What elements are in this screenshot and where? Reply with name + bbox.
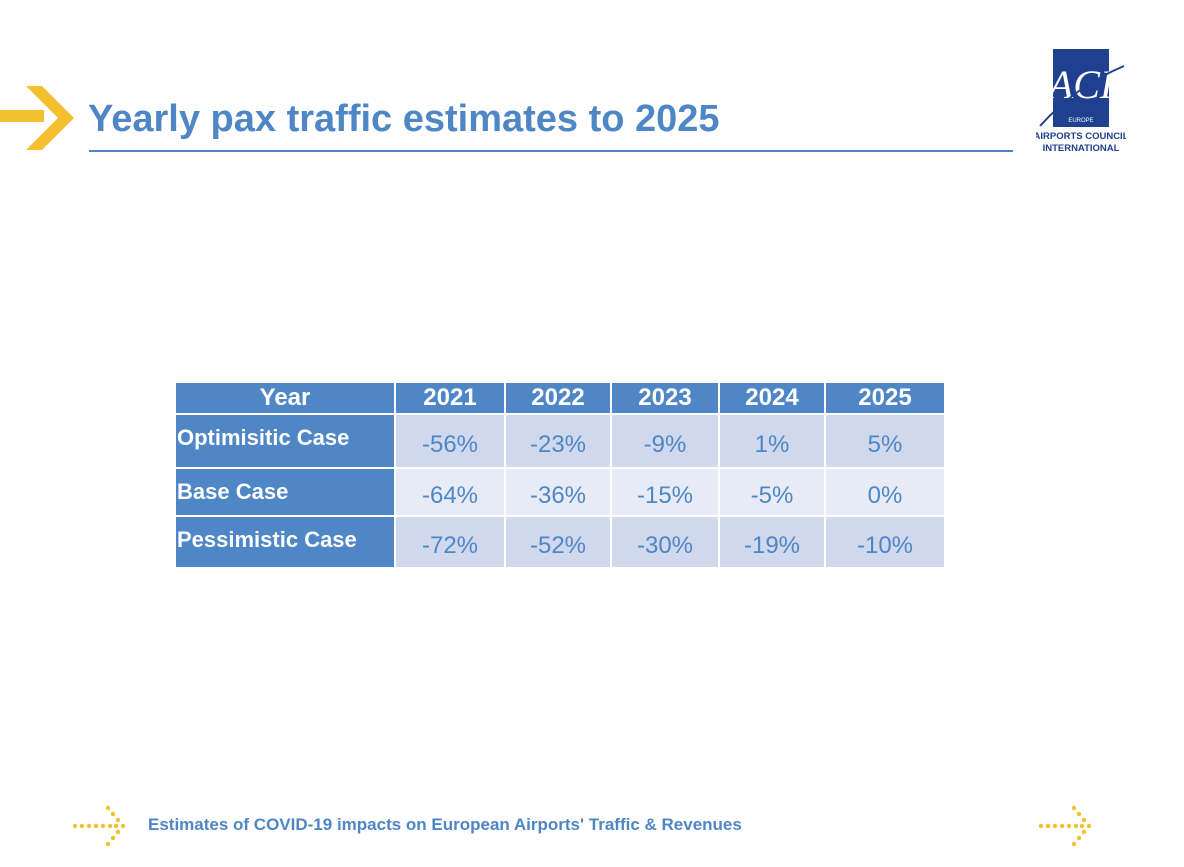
row-label: Base Case (174, 467, 396, 517)
header-cell: Year (174, 381, 396, 415)
title-underline (89, 150, 1013, 152)
traffic-estimates-table: Year 2021 2022 2023 2024 2025 Optimisiti… (174, 381, 946, 569)
header-cell: 2023 (610, 381, 720, 415)
dotted-arrow-icon (1038, 805, 1092, 847)
table-cell: -56% (394, 413, 506, 469)
table-cell: -5% (718, 467, 826, 517)
table-cell: -23% (504, 413, 612, 469)
table-cell: -72% (394, 515, 506, 569)
table-row: Pessimistic Case -72% -52% -30% -19% -10… (174, 515, 946, 569)
table-cell: -15% (610, 467, 720, 517)
table-cell: -9% (610, 413, 720, 469)
header-cell: 2022 (504, 381, 612, 415)
logo-mark: ACI (1046, 62, 1115, 107)
logo-line1: AIRPORTS COUNCIL (1036, 131, 1126, 142)
table-cell: -19% (718, 515, 826, 569)
footer-caption: Estimates of COVID-19 impacts on Europea… (148, 815, 742, 834)
header-cell: 2024 (718, 381, 826, 415)
chevron-arrow-icon (0, 86, 74, 150)
header-cell: 2021 (394, 381, 506, 415)
table-cell: -64% (394, 467, 506, 517)
aci-europe-logo: ACI EUROPE AIRPORTS COUNCIL INTERNATIONA… (1036, 49, 1126, 154)
dotted-arrow-icon (72, 805, 126, 847)
table-cell: -52% (504, 515, 612, 569)
table-header-row: Year 2021 2022 2023 2024 2025 (174, 381, 946, 415)
table-cell: 0% (824, 467, 946, 517)
page-title: Yearly pax traffic estimates to 2025 (88, 98, 720, 140)
header-cell: 2025 (824, 381, 946, 415)
table-row: Base Case -64% -36% -15% -5% 0% (174, 467, 946, 517)
table-cell: 5% (824, 413, 946, 469)
row-label: Pessimistic Case (174, 515, 396, 569)
table-cell: 1% (718, 413, 826, 469)
table-cell: -10% (824, 515, 946, 569)
row-label: Optimisitic Case (174, 413, 396, 469)
table-cell: -30% (610, 515, 720, 569)
table-row: Optimisitic Case -56% -23% -9% 1% 5% (174, 413, 946, 469)
table-cell: -36% (504, 467, 612, 517)
logo-line2: INTERNATIONAL (1043, 143, 1120, 154)
logo-region: EUROPE (1068, 118, 1093, 124)
